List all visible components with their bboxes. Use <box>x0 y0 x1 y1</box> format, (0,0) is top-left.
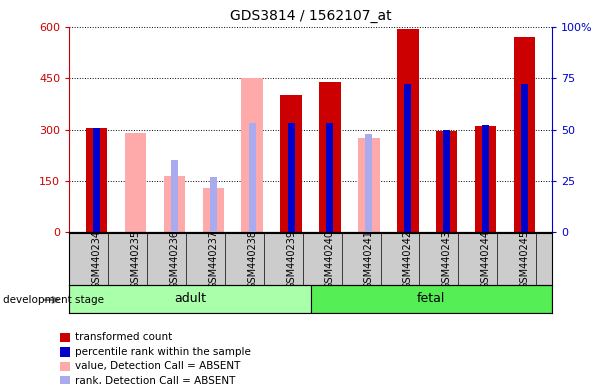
Bar <box>69 285 311 313</box>
Bar <box>320 82 341 232</box>
Bar <box>241 78 263 232</box>
Text: transformed count: transformed count <box>75 332 172 342</box>
Text: GSM440239: GSM440239 <box>286 230 296 288</box>
Bar <box>288 123 295 232</box>
Bar <box>514 37 535 232</box>
Text: adult: adult <box>174 293 206 305</box>
Bar <box>521 84 528 232</box>
Bar <box>93 127 100 232</box>
Text: GSM440238: GSM440238 <box>247 230 257 288</box>
Bar <box>203 188 224 232</box>
Text: GSM440237: GSM440237 <box>208 230 218 288</box>
Bar <box>86 128 107 232</box>
Bar <box>365 134 373 232</box>
Text: GSM440244: GSM440244 <box>481 230 491 288</box>
Bar <box>404 84 411 232</box>
Bar <box>436 131 458 232</box>
Text: GSM440241: GSM440241 <box>364 230 374 288</box>
Text: GSM440245: GSM440245 <box>520 230 529 288</box>
Title: GDS3814 / 1562107_at: GDS3814 / 1562107_at <box>230 9 391 23</box>
Bar <box>358 138 380 232</box>
Bar <box>248 123 256 232</box>
Bar <box>311 285 552 313</box>
Bar <box>210 177 217 232</box>
Text: GSM440235: GSM440235 <box>130 230 140 288</box>
Text: GSM440240: GSM440240 <box>325 230 335 288</box>
Bar <box>397 28 418 232</box>
Bar <box>171 161 178 232</box>
Text: value, Detection Call = ABSENT: value, Detection Call = ABSENT <box>75 361 241 371</box>
Bar <box>443 129 450 232</box>
Text: GSM440243: GSM440243 <box>442 230 452 288</box>
Text: rank, Detection Call = ABSENT: rank, Detection Call = ABSENT <box>75 376 236 384</box>
Bar <box>163 176 185 232</box>
Text: development stage: development stage <box>3 295 104 305</box>
Bar <box>326 123 333 232</box>
Text: fetal: fetal <box>417 293 446 305</box>
Bar <box>482 126 489 232</box>
Text: GSM440242: GSM440242 <box>403 230 413 288</box>
Text: GSM440236: GSM440236 <box>169 230 179 288</box>
Bar <box>280 95 302 232</box>
Bar <box>125 133 146 232</box>
Text: percentile rank within the sample: percentile rank within the sample <box>75 347 251 357</box>
Bar <box>475 126 496 232</box>
Text: GSM440234: GSM440234 <box>92 230 101 288</box>
